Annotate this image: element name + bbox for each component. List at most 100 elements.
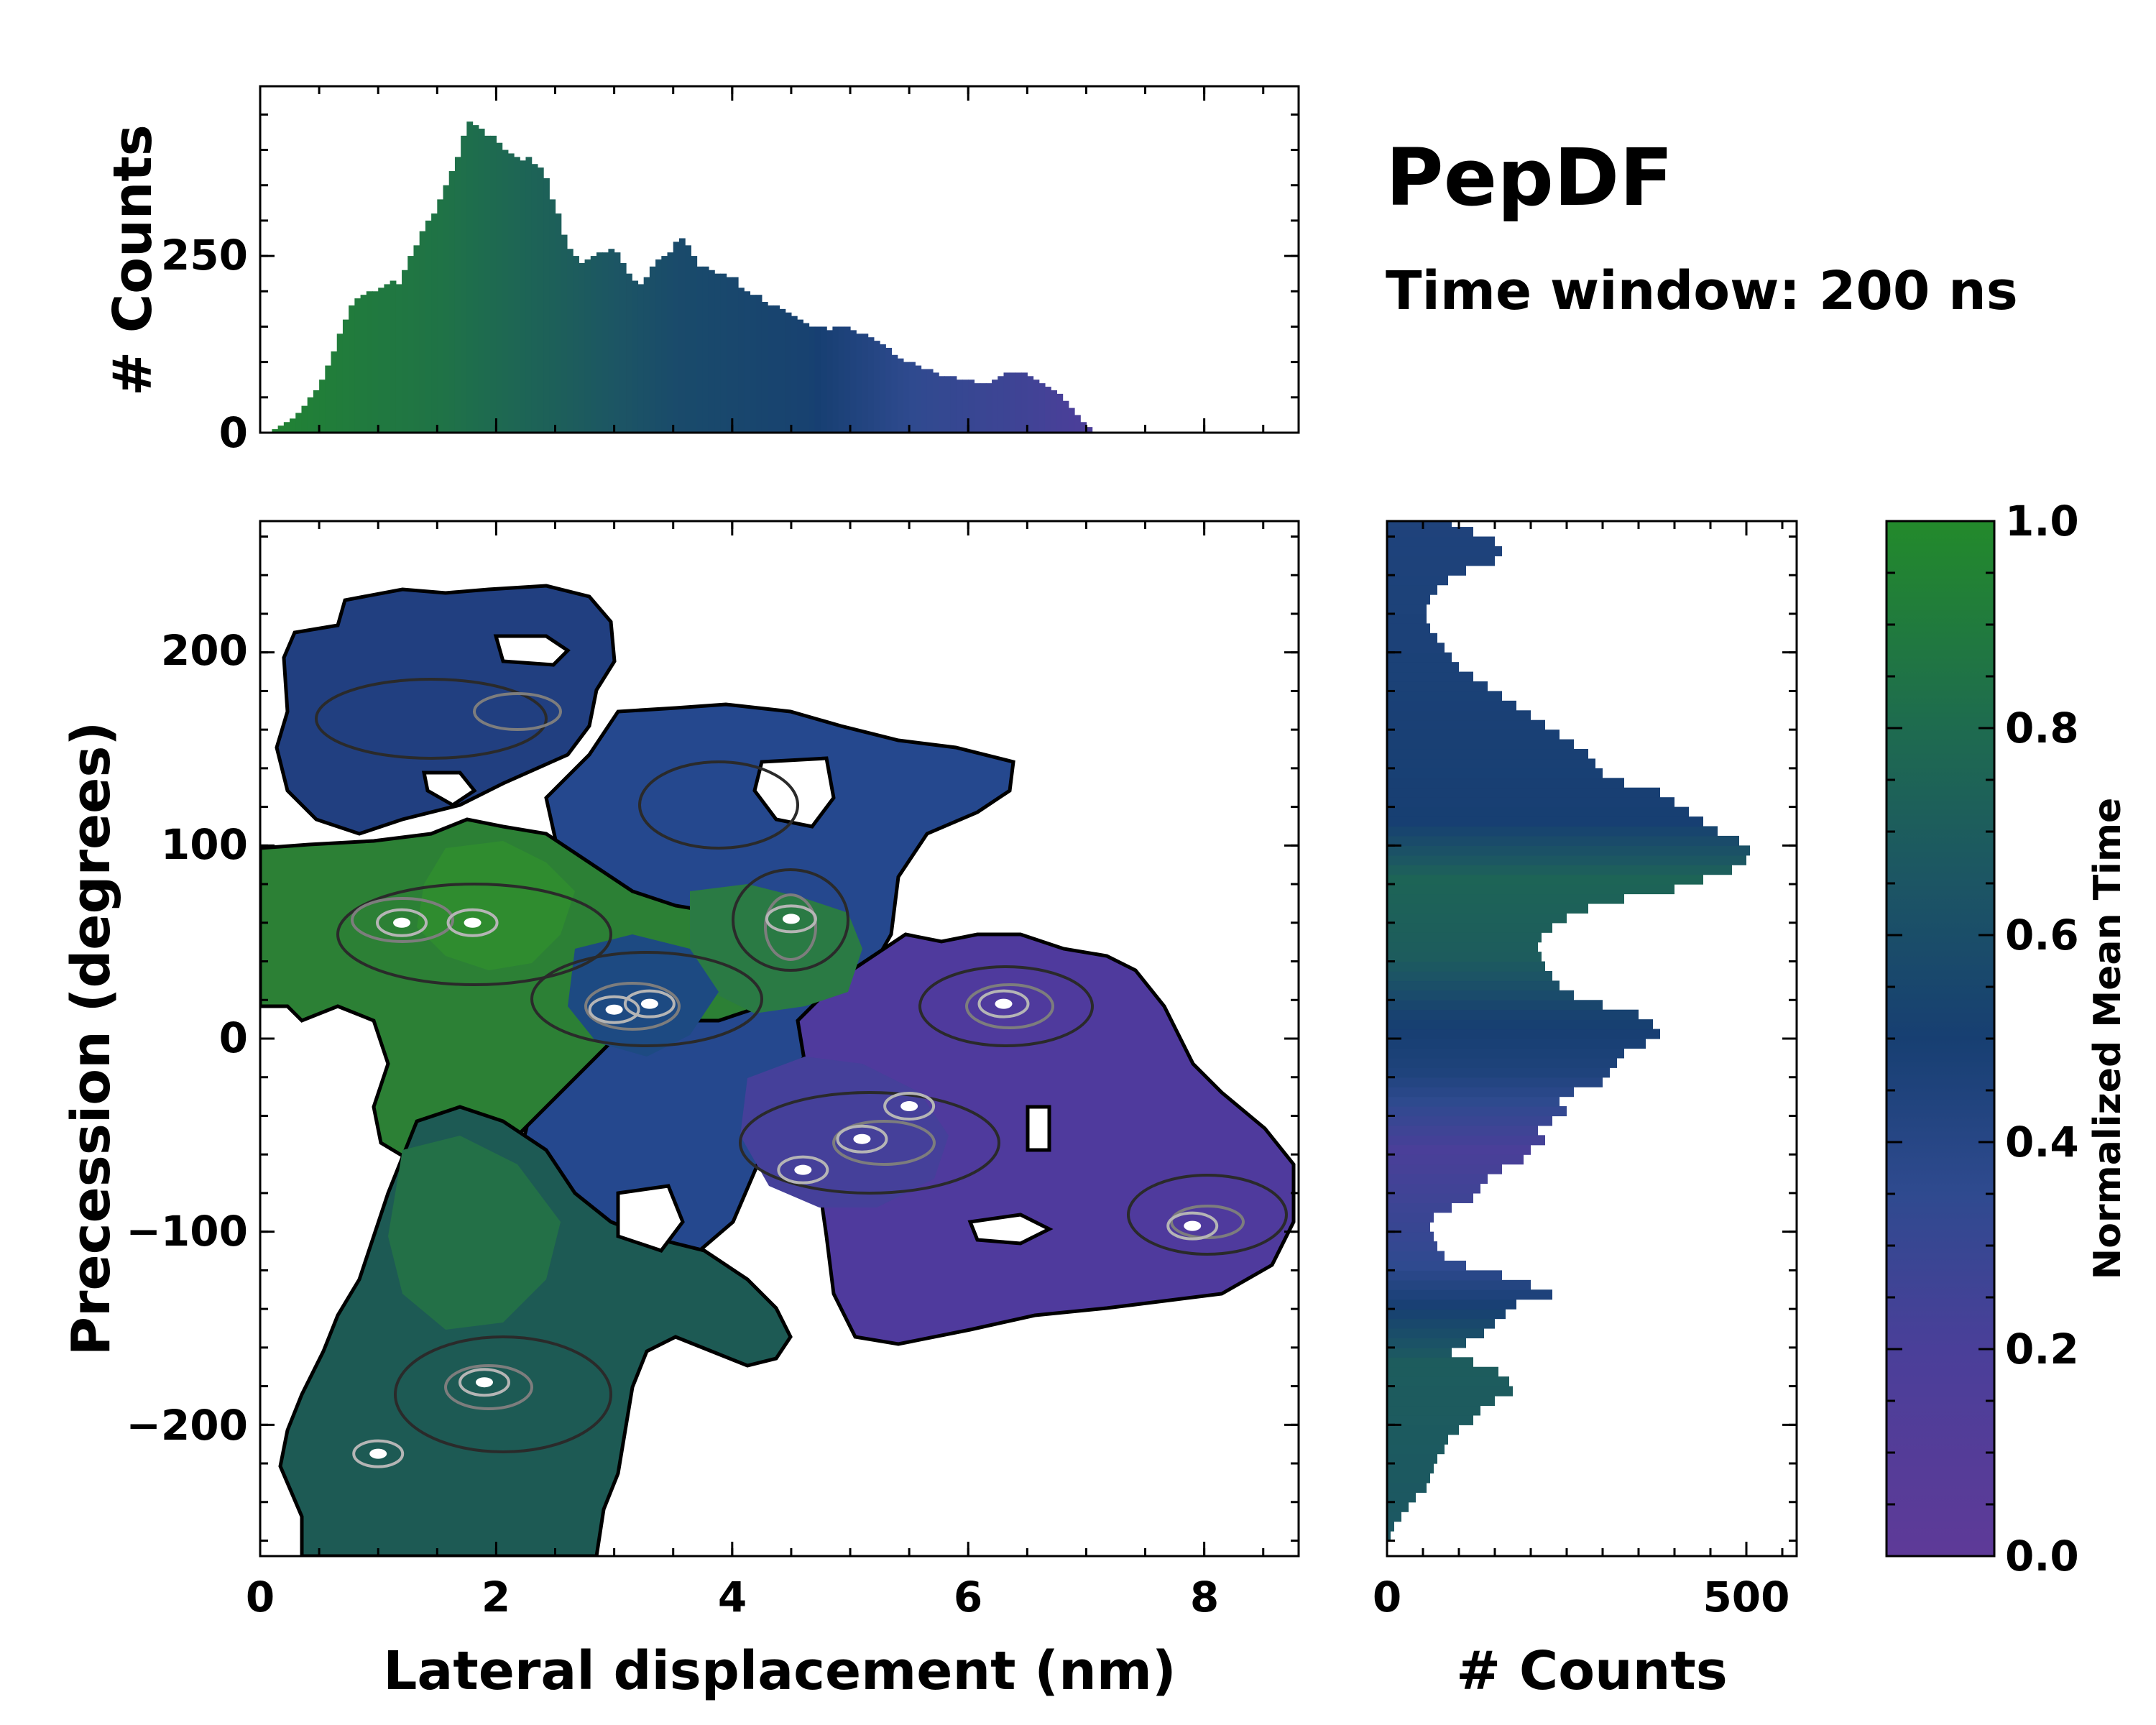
side-hist-bar bbox=[1387, 575, 1448, 586]
side-hist-bar bbox=[1387, 450, 1419, 460]
top-hist-bar bbox=[472, 125, 479, 433]
contour-inner-1 bbox=[351, 897, 454, 943]
top-hist-bar bbox=[678, 238, 686, 433]
hotspot-peak bbox=[605, 1004, 623, 1015]
side-hist-bar bbox=[1387, 401, 1401, 411]
top-hist-bar bbox=[779, 308, 786, 433]
top-hist-bar bbox=[956, 380, 963, 433]
top-hist-bar bbox=[661, 256, 668, 433]
top-hist-bar bbox=[490, 135, 497, 433]
side-hist-bar bbox=[1387, 1154, 1524, 1165]
top-hist-bar bbox=[950, 376, 957, 433]
contour-outer-6 bbox=[739, 1091, 1000, 1195]
top-hist-bar bbox=[637, 284, 645, 433]
side-hist-bar bbox=[1387, 835, 1739, 846]
hole-far-right bbox=[1026, 1105, 1051, 1152]
region-green-lobe bbox=[417, 841, 575, 970]
hotspot-peak bbox=[794, 1164, 812, 1175]
main-xtick-label-4: 4 bbox=[718, 1573, 747, 1622]
top-hist-bar bbox=[443, 185, 450, 433]
region-lower-green bbox=[388, 1136, 561, 1330]
heatmap-contours-inner bbox=[351, 692, 1245, 1410]
top-hist-bar bbox=[608, 249, 615, 433]
top-hist-bar bbox=[844, 326, 851, 433]
side-hist-bar bbox=[1387, 623, 1430, 634]
main-xtick-label-2: 2 bbox=[482, 1573, 510, 1622]
side-hist-bar bbox=[1387, 1000, 1603, 1011]
top-hist-bar bbox=[390, 280, 397, 433]
top-hist-bar bbox=[461, 135, 467, 433]
contour-outer-4 bbox=[732, 868, 849, 972]
top-hist-bar bbox=[1044, 387, 1051, 433]
side-hist-bar bbox=[1387, 1202, 1452, 1213]
side-hist-bar bbox=[1387, 1106, 1567, 1117]
side-hist-bar bbox=[1387, 1212, 1434, 1223]
top-hist-bar bbox=[998, 376, 1005, 433]
top-hist-bar bbox=[525, 157, 533, 433]
top-hist-bar bbox=[820, 326, 827, 433]
top-hist-bar bbox=[478, 129, 485, 433]
side-hist-bar bbox=[1387, 643, 1445, 653]
hole-right bbox=[967, 1213, 1054, 1246]
side-hist-bar bbox=[1387, 1444, 1445, 1455]
top-hist-bar bbox=[980, 383, 987, 433]
hotspot-ring bbox=[623, 989, 676, 1018]
colorbar-tick-label-0.8: 0.8 bbox=[2005, 704, 2079, 753]
side-hist-bar bbox=[1387, 691, 1502, 702]
side-histogram-frame bbox=[1386, 520, 1798, 1558]
heatmap-contours bbox=[315, 678, 1288, 1453]
side-hist-bar bbox=[1387, 1174, 1488, 1184]
top-hist-bar bbox=[1086, 427, 1093, 433]
top-hist-bar bbox=[496, 142, 503, 433]
side-hist-bar bbox=[1387, 632, 1437, 643]
side-hist-bar bbox=[1387, 739, 1574, 750]
top-histogram-bars bbox=[272, 121, 1093, 433]
top-hist-bar bbox=[1033, 380, 1040, 433]
side-hist-bar bbox=[1387, 749, 1588, 760]
top-hist-bar bbox=[454, 157, 461, 433]
colorbar: 1.0 0.8 0.6 0.4 0.2 0.0 Normalized Mean … bbox=[1885, 497, 2129, 1581]
side-hist-bar bbox=[1387, 681, 1488, 692]
top-hist-bar bbox=[614, 252, 621, 433]
top-hist-bar bbox=[768, 305, 774, 433]
side-hist-bar bbox=[1387, 903, 1588, 914]
main-xtick-label-6: 6 bbox=[954, 1573, 982, 1622]
side-hist-bar bbox=[1387, 1376, 1509, 1387]
top-hist-bar bbox=[867, 337, 875, 433]
main-heatmap-frame bbox=[259, 520, 1300, 1558]
side-hist-bar bbox=[1387, 1309, 1506, 1320]
top-hist-bar bbox=[850, 330, 857, 433]
side-hist-bar bbox=[1387, 1473, 1430, 1484]
side-hist-bar bbox=[1387, 961, 1545, 972]
top-hist-bar bbox=[543, 178, 550, 433]
top-hist-bar bbox=[626, 273, 632, 433]
side-hist-bar bbox=[1387, 594, 1430, 605]
side-hist-bar bbox=[1387, 1019, 1653, 1030]
hotspot-peak bbox=[782, 914, 800, 924]
hotspot-ring bbox=[458, 1368, 510, 1397]
side-hist-bar bbox=[1387, 392, 1396, 402]
top-hist-bar bbox=[1003, 372, 1010, 433]
top-hist-bar bbox=[691, 256, 698, 433]
side-hist-bar bbox=[1387, 1386, 1513, 1397]
side-hist-bar bbox=[1387, 1434, 1448, 1445]
top-hist-bar bbox=[797, 319, 803, 433]
main-xlabel: Lateral displacement (nm) bbox=[383, 1640, 1176, 1702]
top-hist-bar bbox=[880, 344, 886, 433]
top-hist-bar bbox=[755, 295, 763, 433]
contour-inner-5 bbox=[832, 1120, 936, 1166]
chart-title: PepDF bbox=[1386, 132, 1673, 224]
side-hist-bar bbox=[1387, 1328, 1484, 1339]
side-hist-bar bbox=[1387, 1192, 1473, 1203]
hotspot-peak bbox=[1184, 1220, 1202, 1231]
contour-outer-1 bbox=[315, 678, 548, 760]
side-hist-bar bbox=[1387, 1270, 1502, 1281]
top-hist-bar bbox=[566, 249, 573, 433]
top-hist-bar bbox=[319, 380, 326, 433]
side-hist-bar bbox=[1387, 1241, 1437, 1252]
side-hist-bar bbox=[1387, 1029, 1660, 1039]
top-hist-bar bbox=[897, 358, 904, 433]
side-hist-bar bbox=[1387, 970, 1552, 982]
top-hist-bar bbox=[808, 326, 816, 433]
side-hist-bar bbox=[1387, 787, 1660, 798]
